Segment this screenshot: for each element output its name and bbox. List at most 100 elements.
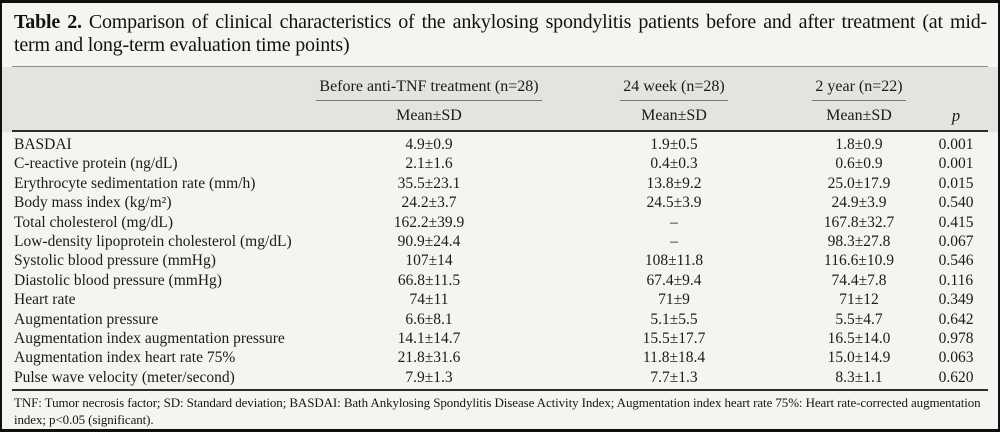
footnote: TNF: Tumor necrosis factor; SD: Standard… xyxy=(14,395,981,427)
row-label: BASDAI xyxy=(14,136,72,153)
cell-before: 162.2±39.9 xyxy=(393,213,465,231)
table-row-crp: C-reactive protein (ng/dL) 2.1±1.6 0.4±0… xyxy=(2,154,998,173)
cell-p-value: 0.540 xyxy=(938,194,974,212)
header-group-24week-cell: 24 week (n=28) xyxy=(554,78,794,101)
subheader-meansd-24week: Mean±SD xyxy=(641,106,707,124)
cell-24week: 0.4±0.3 xyxy=(650,155,698,173)
cell-before: 2.1±1.6 xyxy=(405,155,453,173)
table-row-basdai: BASDAI 4.9±0.9 1.9±0.5 1.8±0.9 0.001 xyxy=(2,135,998,154)
cell-p-value: 0.642 xyxy=(938,310,974,328)
subheader-meansd-before: Mean±SD xyxy=(396,106,462,124)
subheader-meansd-2year: Mean±SD xyxy=(826,106,892,124)
cell-2year: 116.6±10.9 xyxy=(824,252,894,270)
col-group-before-treatment: Before anti-TNF treatment (n=28) xyxy=(316,78,542,101)
table-row-bmi: Body mass index (kg/m²) 24.2±3.7 24.5±3.… xyxy=(2,193,998,212)
cell-p-value: 0.546 xyxy=(938,252,974,270)
row-label: Augmentation index augmentation pressure xyxy=(14,329,285,347)
cell-24week: 71±9 xyxy=(658,291,690,309)
cell-24week: – xyxy=(670,232,678,250)
cell-before: 7.9±1.3 xyxy=(405,368,453,386)
col-group-2year: 2 year (n=22) xyxy=(812,78,906,101)
table-row-pulse-wave-velocity: Pulse wave velocity (meter/second) 7.9±1… xyxy=(2,368,998,387)
table-row-augmentation-pressure: Augmentation pressure 6.6±8.1 5.1±5.5 5.… xyxy=(2,310,998,329)
cell-24week: 11.8±18.4 xyxy=(642,349,706,367)
cell-before: 4.9±0.9 xyxy=(405,136,453,153)
cell-24week: 7.7±1.3 xyxy=(650,368,698,386)
cell-2year: 71±12 xyxy=(839,291,879,309)
cell-p-value: 0.067 xyxy=(938,232,974,250)
cell-2year: 8.3±1.1 xyxy=(835,368,883,386)
cell-24week: 108±11.8 xyxy=(644,252,704,270)
row-label: C-reactive protein (ng/dL) xyxy=(14,155,178,173)
cell-24week: 1.9±0.5 xyxy=(650,136,698,153)
table-row-diastolic-bp: Diastolic blood pressure (mmHg) 66.8±11.… xyxy=(2,271,998,290)
row-label: Augmentation index heart rate 75% xyxy=(14,349,236,367)
cell-2year: 1.8±0.9 xyxy=(835,136,883,153)
header-body-divider-line xyxy=(12,130,988,132)
cell-p-value: 0.015 xyxy=(938,174,974,192)
row-label: Augmentation pressure xyxy=(14,310,159,328)
cell-24week: 13.8±9.2 xyxy=(646,174,702,192)
cell-24week: 67.4±9.4 xyxy=(646,271,702,289)
row-label: Body mass index (kg/m²) xyxy=(14,194,172,212)
table-row-aug-index-aug-pressure: Augmentation index augmentation pressure… xyxy=(2,329,998,348)
row-label: Pulse wave velocity (meter/second) xyxy=(14,368,235,386)
table-row-aug-index-hr75: Augmentation index heart rate 75% 21.8±3… xyxy=(2,348,998,367)
cell-before: 74±11 xyxy=(409,291,449,309)
table-caption: Table 2. Comparison of clinical character… xyxy=(2,3,998,66)
caption-divider-line xyxy=(12,66,988,67)
row-label: Systolic blood pressure (mmHg) xyxy=(14,252,216,270)
cell-2year: 25.0±17.9 xyxy=(827,174,891,192)
cell-2year: 167.8±32.7 xyxy=(823,213,895,231)
cell-2year: 0.6±0.9 xyxy=(835,155,883,173)
header-group-before-cell: Before anti-TNF treatment (n=28) xyxy=(304,78,554,101)
table-row-heart-rate: Heart rate 74±11 71±9 71±12 0.349 xyxy=(2,290,998,309)
row-label: Erythrocyte sedimentation rate (mm/h) xyxy=(14,174,256,192)
row-label: Low-density lipoprotein cholesterol (mg/… xyxy=(14,232,292,250)
header-subrow: Mean±SD Mean±SD Mean±SD p xyxy=(2,101,998,130)
cell-before: 66.8±11.5 xyxy=(397,271,461,289)
cell-before: 107±14 xyxy=(405,252,453,270)
cell-before: 90.9±24.4 xyxy=(397,232,461,250)
cell-2year: 16.5±14.0 xyxy=(827,329,891,347)
table-caption-number: Table 2. xyxy=(14,11,82,33)
cell-before: 24.2±3.7 xyxy=(401,194,457,212)
cell-p-value: 0.415 xyxy=(938,213,974,231)
cell-p-value: 0.001 xyxy=(938,136,974,153)
row-label: Diastolic blood pressure (mmHg) xyxy=(14,271,222,289)
cell-2year: 74.4±7.8 xyxy=(831,271,887,289)
cell-24week: 5.1±5.5 xyxy=(650,310,698,328)
cell-p-value: 0.978 xyxy=(938,329,974,347)
header-group-row: Before anti-TNF treatment (n=28) 24 week… xyxy=(2,67,998,101)
table-caption-text: Comparison of clinical characteristics o… xyxy=(14,11,987,56)
row-label: Total cholesterol (mg/dL) xyxy=(14,213,174,231)
cell-2year: 15.0±14.9 xyxy=(827,349,891,367)
header-group-2year-cell: 2 year (n=22) xyxy=(794,78,924,101)
table-row-esr: Erythrocyte sedimentation rate (mm/h) 35… xyxy=(2,174,998,193)
cell-before: 35.5±23.1 xyxy=(397,174,461,192)
cell-24week: 15.5±17.7 xyxy=(642,329,706,347)
cell-p-value: 0.116 xyxy=(938,271,974,289)
cell-p-value: 0.063 xyxy=(938,349,974,367)
cell-p-value: 0.620 xyxy=(938,368,974,386)
cell-p-value: 0.001 xyxy=(938,155,974,173)
body-footnote-divider-line xyxy=(12,389,988,392)
col-group-24week: 24 week (n=28) xyxy=(620,78,728,101)
cell-24week: – xyxy=(670,213,678,231)
cell-before: 14.1±14.7 xyxy=(397,329,461,347)
cell-2year: 98.3±27.8 xyxy=(827,232,891,250)
table-row-total-cholesterol: Total cholesterol (mg/dL) 162.2±39.9 – 1… xyxy=(2,213,998,232)
subheader-p: p xyxy=(951,105,961,125)
cell-2year: 5.5±4.7 xyxy=(835,310,883,328)
table-header-band: Before anti-TNF treatment (n=28) 24 week… xyxy=(2,67,998,132)
cell-before: 6.6±8.1 xyxy=(405,310,453,328)
cell-24week: 24.5±3.9 xyxy=(646,194,702,212)
cell-before: 21.8±31.6 xyxy=(397,349,461,367)
table-row-ldl: Low-density lipoprotein cholesterol (mg/… xyxy=(2,232,998,251)
cell-p-value: 0.349 xyxy=(938,291,974,309)
cell-2year: 24.9±3.9 xyxy=(831,194,887,212)
table-body: BASDAI 4.9±0.9 1.9±0.5 1.8±0.9 0.001 C-r… xyxy=(2,132,998,389)
row-label: Heart rate xyxy=(14,291,76,309)
table-row-systolic-bp: Systolic blood pressure (mmHg) 107±14 10… xyxy=(2,251,998,270)
